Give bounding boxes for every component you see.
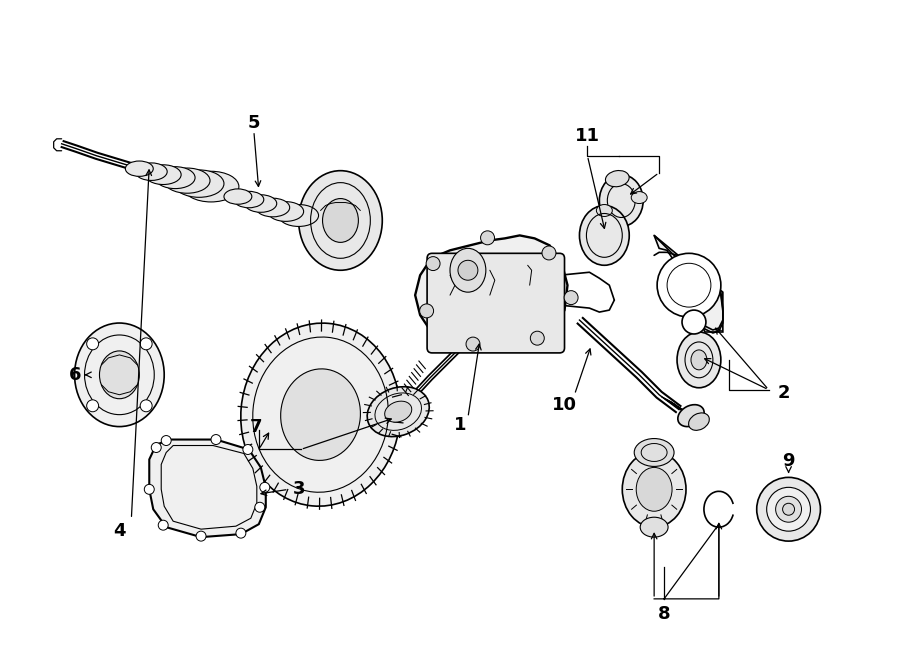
Ellipse shape (299, 171, 382, 270)
Ellipse shape (183, 171, 238, 202)
Circle shape (86, 338, 99, 350)
Circle shape (140, 400, 152, 412)
Circle shape (757, 477, 821, 541)
Text: 9: 9 (782, 452, 795, 471)
Text: 10: 10 (552, 396, 577, 414)
Ellipse shape (322, 198, 358, 243)
Circle shape (542, 246, 556, 260)
Circle shape (255, 502, 265, 512)
Ellipse shape (677, 332, 721, 388)
Ellipse shape (450, 249, 486, 292)
Circle shape (151, 442, 161, 453)
Ellipse shape (224, 189, 252, 204)
Ellipse shape (75, 323, 164, 426)
Ellipse shape (268, 202, 303, 221)
Ellipse shape (597, 204, 612, 217)
Text: 8: 8 (658, 605, 670, 623)
Ellipse shape (622, 451, 686, 527)
Circle shape (158, 520, 168, 530)
Ellipse shape (384, 401, 412, 422)
Circle shape (144, 485, 154, 494)
Ellipse shape (640, 517, 668, 537)
Ellipse shape (281, 369, 360, 461)
Ellipse shape (125, 161, 153, 176)
Ellipse shape (606, 171, 629, 187)
Circle shape (776, 496, 802, 522)
Circle shape (419, 304, 434, 318)
Circle shape (211, 434, 221, 444)
Ellipse shape (599, 175, 643, 227)
Ellipse shape (691, 350, 707, 370)
Circle shape (196, 531, 206, 541)
Ellipse shape (631, 192, 647, 204)
Text: 7: 7 (249, 418, 262, 436)
Circle shape (682, 310, 706, 334)
FancyBboxPatch shape (428, 253, 564, 353)
Ellipse shape (135, 163, 167, 180)
Circle shape (657, 253, 721, 317)
Circle shape (86, 400, 99, 412)
Ellipse shape (100, 351, 140, 399)
Circle shape (767, 487, 811, 531)
Ellipse shape (279, 204, 319, 227)
Circle shape (260, 483, 270, 492)
Text: 11: 11 (575, 127, 600, 145)
Text: 5: 5 (248, 114, 260, 132)
Text: 2: 2 (778, 384, 790, 402)
Ellipse shape (367, 387, 429, 437)
Ellipse shape (241, 323, 400, 506)
Ellipse shape (678, 405, 704, 426)
Circle shape (236, 528, 246, 538)
Text: 6: 6 (69, 366, 82, 384)
Ellipse shape (688, 413, 709, 430)
Circle shape (481, 231, 494, 245)
Circle shape (140, 338, 152, 350)
Ellipse shape (234, 191, 264, 208)
Circle shape (243, 444, 253, 455)
Ellipse shape (155, 167, 195, 188)
Ellipse shape (145, 165, 181, 184)
Ellipse shape (580, 206, 629, 265)
Ellipse shape (245, 195, 276, 212)
Text: 3: 3 (292, 481, 305, 498)
Circle shape (530, 331, 544, 345)
Ellipse shape (164, 168, 210, 193)
Polygon shape (654, 235, 723, 332)
Circle shape (161, 436, 171, 446)
Ellipse shape (256, 198, 290, 217)
Polygon shape (149, 440, 266, 537)
Circle shape (426, 256, 440, 270)
Circle shape (783, 503, 795, 515)
Ellipse shape (636, 467, 672, 511)
Ellipse shape (634, 438, 674, 467)
Circle shape (458, 260, 478, 280)
Circle shape (564, 291, 578, 305)
Polygon shape (415, 235, 568, 348)
Text: 4: 4 (113, 522, 126, 540)
Circle shape (466, 337, 480, 351)
Text: 1: 1 (454, 416, 466, 434)
Ellipse shape (175, 170, 224, 198)
